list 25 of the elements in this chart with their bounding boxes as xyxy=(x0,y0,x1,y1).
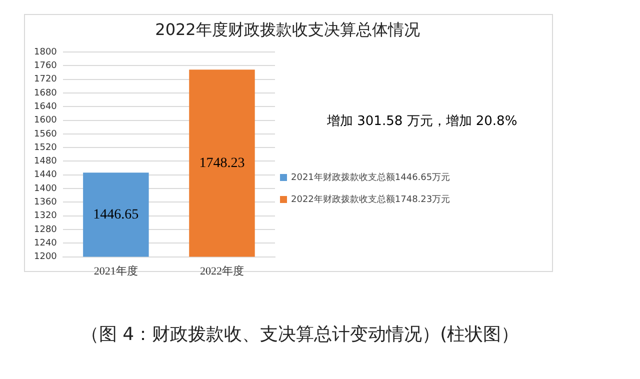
y-tick-label: 1720 xyxy=(34,74,58,85)
y-tick-label: 1280 xyxy=(34,224,58,235)
x-tick-label: 2021年度 xyxy=(94,264,138,278)
y-tick-label: 1640 xyxy=(34,102,58,112)
y-tick-label: 1560 xyxy=(34,129,58,140)
y-tick-label: 1600 xyxy=(34,116,58,126)
y-tick-label: 1800 xyxy=(34,47,58,58)
y-tick-label: 1440 xyxy=(34,170,58,180)
y-tick-label: 1400 xyxy=(34,184,58,194)
data-label: 1446.65 xyxy=(93,207,139,222)
y-tick-label: 1680 xyxy=(34,88,58,98)
x-tick-label: 2022年度 xyxy=(200,264,244,278)
legend-label: 2021年财政拨款收支总额1446.65万元 xyxy=(291,172,450,184)
text: 增加 301.58 万元，增加 20.8% xyxy=(327,113,518,130)
y-tick-label: 1320 xyxy=(34,211,58,222)
data-label: 1748.23 xyxy=(199,156,245,171)
y-tick-label: 1520 xyxy=(34,142,58,153)
chart-title: 2022年度财政拨款收支决算总体情况 xyxy=(154,20,421,41)
text: （图 4：财政拨款收、支决算总计变动情况）(柱状图） xyxy=(80,323,520,346)
y-tick-label: 1240 xyxy=(34,238,58,248)
legend-label: 2022年财政拨款收支总额1748.23万元 xyxy=(291,194,450,206)
y-tick-label: 1480 xyxy=(34,156,58,167)
y-tick-label: 1760 xyxy=(34,60,58,71)
y-tick-label: 1200 xyxy=(34,252,58,262)
y-tick-label: 1360 xyxy=(34,198,58,208)
